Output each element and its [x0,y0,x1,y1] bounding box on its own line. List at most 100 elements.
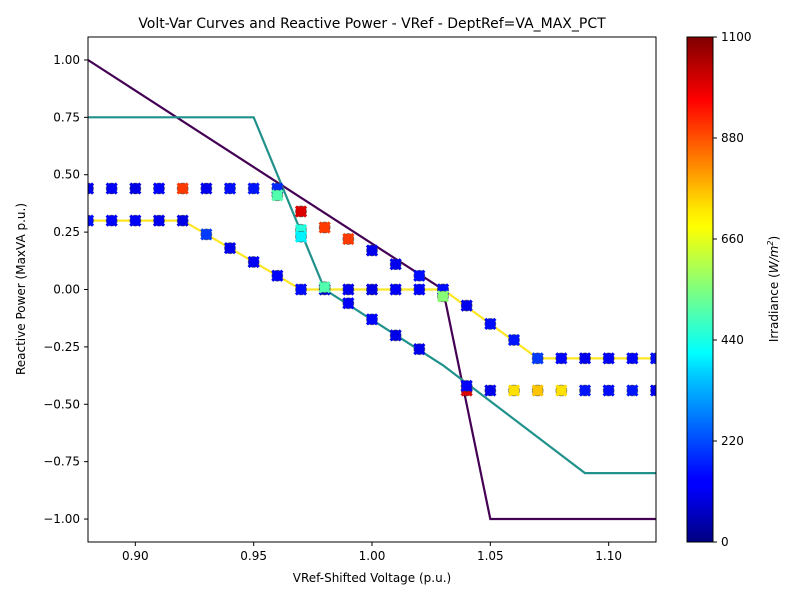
y-tick-label: 0.25 [53,225,80,239]
data-point [294,283,308,296]
data-point-cross [342,297,355,310]
data-point-cross [247,255,260,269]
data-point [152,214,166,227]
data-point [129,182,142,195]
data-point-cross [555,384,568,397]
data-point [578,352,592,365]
points-layer [88,182,656,397]
data-point-cross [176,182,189,195]
curve-1-line [88,59,656,521]
data-point-cross [176,214,189,227]
x-tick-label: 1.05 [477,549,504,563]
data-point-cross [271,189,284,202]
data-point-cross [223,242,237,255]
data-point [389,283,402,296]
data-point-cross [531,352,544,365]
data-point [460,299,473,312]
data-point-cross [389,283,402,296]
x-tick-label: 0.90 [122,549,149,563]
data-point-cross [460,379,473,393]
data-point [626,384,639,397]
data-point [507,384,521,397]
data-point [271,189,284,202]
colorbar-tick-label: 440 [721,333,744,347]
colorbar-tick-label: 220 [721,434,744,448]
data-point [176,182,189,195]
data-point-cross [223,182,237,195]
data-point [436,290,450,303]
y-tick-label: −0.75 [43,455,80,469]
data-point [649,352,656,365]
data-point-cross [129,214,142,227]
data-point [88,214,95,227]
data-point-cross [365,244,379,257]
y-tick-label: −0.25 [43,340,80,354]
y-tick-label: −1.00 [43,512,80,526]
colorbar-tick-label: 880 [721,131,744,145]
data-point-cross [342,232,355,246]
data-point [507,333,521,347]
data-point [555,384,568,397]
data-point-cross [318,221,331,234]
x-axis-label: VRef-Shifted Voltage (p.u.) [293,571,451,585]
data-point [389,329,402,342]
colorbar-tick-label: 660 [721,232,744,246]
y-tick-label: 1.00 [53,53,80,67]
data-point-cross [389,329,402,342]
data-point [413,343,426,356]
data-point [152,182,166,195]
data-point-cross [389,258,402,271]
data-point [129,214,142,227]
data-point-cross [413,343,426,356]
data-point-cross [365,313,379,326]
colorbar-label-end: ) [767,236,781,241]
data-point-cross [649,384,656,397]
data-point [223,182,237,195]
colorbar-label-unit: W/m [767,246,781,274]
data-point-cross [365,283,379,296]
data-point [200,182,213,195]
data-point [531,384,544,397]
data-point [342,232,355,246]
data-point-cross [105,182,118,195]
colorbar-label: Irradiance (W/m2) [766,236,781,342]
data-point [88,182,95,195]
data-point-cross [507,333,521,347]
data-point-cross [247,182,260,195]
data-point [460,379,473,393]
colorbar-tick-label: 0 [721,535,729,549]
data-point [271,269,284,282]
data-point [176,214,189,227]
data-point-cross [200,182,213,195]
data-point [484,317,497,331]
data-point [602,384,615,397]
data-point [200,228,213,241]
data-point-cross [294,230,308,243]
y-axis-ticks: 1.00 0.75 0.50 0.25 0.00 −0.25 −0.50 −0.75 −1.00 [43,53,88,526]
data-point-cross [649,352,656,365]
data-point-cross [413,269,426,282]
data-point [318,281,331,294]
data-point-cross [626,352,639,365]
data-point-cross [531,384,544,397]
data-point-cross [318,281,331,294]
data-point [247,255,260,269]
data-point [294,205,308,218]
data-point [105,214,118,227]
colorbar-ticks: 0 220 440 660 880 1100 [713,30,752,549]
data-point [365,283,379,296]
data-point [413,269,426,282]
x-tick-label: 1.10 [595,549,622,563]
y-tick-label: 0.50 [53,168,80,182]
data-point [365,244,379,257]
data-point-cross [578,352,592,365]
data-point-cross [152,214,166,227]
colorbar-tick-label: 1100 [721,30,752,44]
data-point-cross [507,384,521,397]
data-point-cross [460,299,473,312]
data-point [602,352,615,365]
data-point-cross [88,214,95,227]
data-point [294,230,308,243]
data-point [555,352,568,365]
curve-2-line [88,116,656,475]
